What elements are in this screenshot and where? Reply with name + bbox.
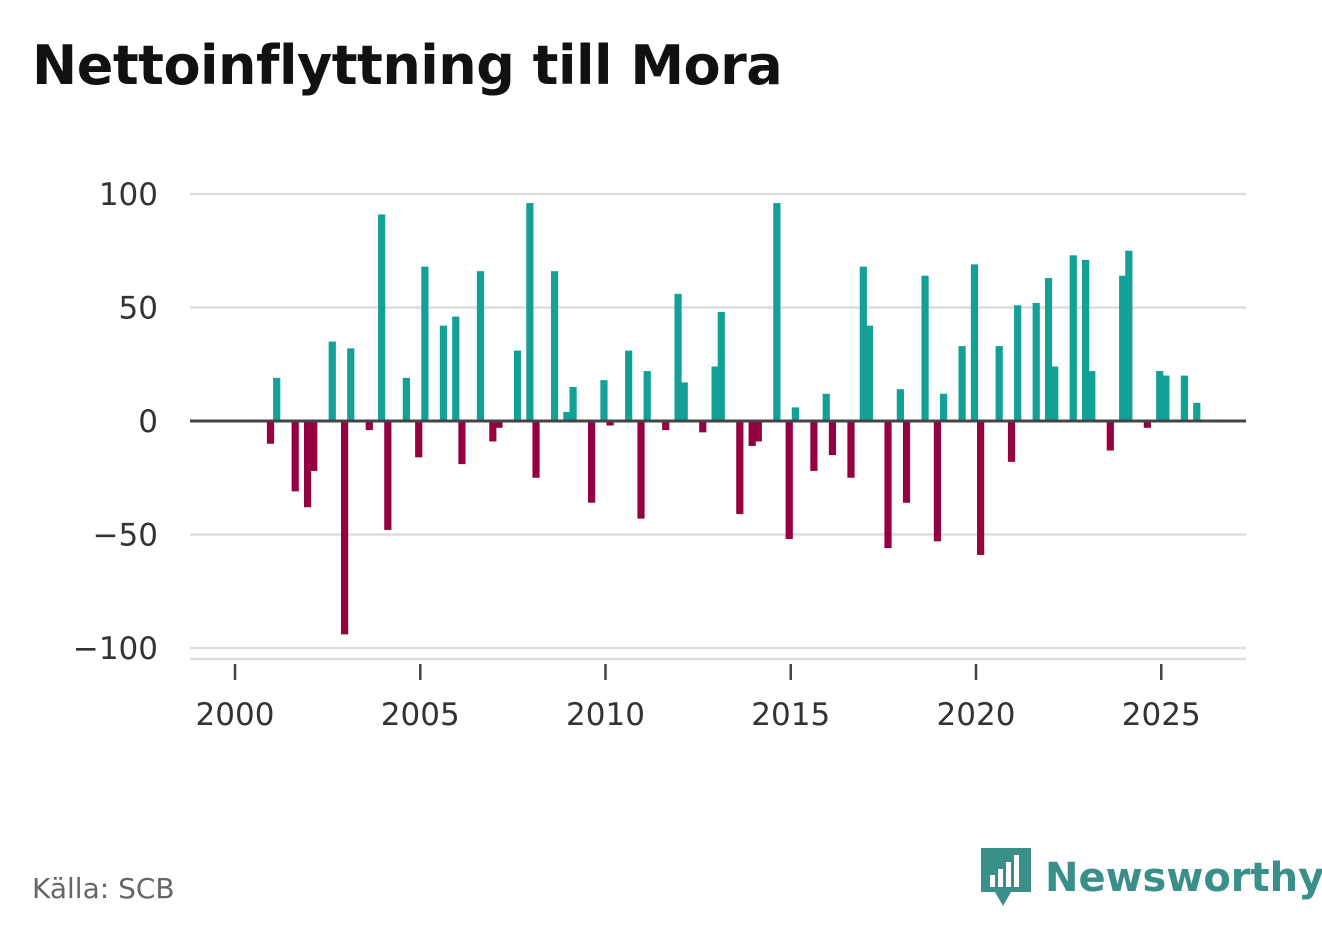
bar <box>452 316 460 421</box>
bar <box>822 393 830 421</box>
x-tick-label: 2010 <box>566 697 645 733</box>
gridlines <box>190 192 1246 650</box>
y-tick-label: 50 <box>119 291 158 327</box>
bar <box>550 271 559 421</box>
bar <box>1044 277 1053 421</box>
bar <box>643 371 651 421</box>
bar <box>421 266 429 421</box>
bar <box>958 346 966 421</box>
bar <box>717 312 725 421</box>
bar <box>1119 275 1127 421</box>
bar <box>365 421 373 431</box>
bar <box>291 421 299 492</box>
bar <box>902 421 911 503</box>
bar <box>699 421 707 433</box>
bar <box>606 421 614 426</box>
bar <box>489 421 497 442</box>
bar <box>347 348 355 421</box>
bar <box>1014 305 1022 421</box>
x-tick-label: 2020 <box>937 697 1016 733</box>
bar <box>1032 302 1040 421</box>
bar <box>310 421 318 471</box>
bar <box>939 393 948 421</box>
bar <box>884 421 892 549</box>
chart-title: Nettoinflyttning till Mora <box>32 34 783 97</box>
bar <box>977 421 985 555</box>
bar <box>1051 366 1059 421</box>
bar <box>600 380 608 421</box>
bar <box>736 421 744 515</box>
bar <box>532 421 540 478</box>
bar <box>458 421 466 465</box>
bar <box>711 366 719 421</box>
bar <box>341 421 349 635</box>
y-tick-label: 0 <box>138 404 158 440</box>
y-tick-label: −50 <box>93 518 158 554</box>
x-tick-label: 2000 <box>196 697 275 733</box>
bar <box>1088 371 1096 421</box>
bar <box>563 411 571 421</box>
bar <box>921 275 929 421</box>
bar <box>785 421 793 540</box>
bar <box>569 386 577 421</box>
y-tick-label: 100 <box>99 177 158 213</box>
bar <box>1162 375 1170 421</box>
bar <box>1082 259 1090 421</box>
bar <box>791 407 799 421</box>
bar <box>865 325 874 421</box>
bar <box>513 350 522 421</box>
x-axis: 2000 2005 2010 2015 2020 2025 <box>190 419 1246 733</box>
bar <box>859 266 867 421</box>
bar <box>1069 255 1077 421</box>
bar <box>810 421 818 471</box>
brand-logo: Newsworthy <box>981 848 1322 908</box>
bar <box>970 264 979 421</box>
bar <box>1180 375 1189 421</box>
bar <box>495 421 503 428</box>
bar <box>637 421 645 519</box>
bar <box>378 214 386 421</box>
bar <box>303 421 312 508</box>
bar <box>1143 421 1151 428</box>
x-tick-label: 2005 <box>381 697 460 733</box>
bar <box>439 325 448 421</box>
bars <box>266 203 1201 635</box>
source-note: Källa: SCB <box>32 872 175 905</box>
bar <box>896 389 904 421</box>
y-tick-label: −100 <box>73 631 158 667</box>
bar <box>773 203 781 421</box>
bar <box>1106 421 1114 451</box>
bar <box>1193 402 1201 421</box>
bar <box>384 421 392 530</box>
bar <box>662 421 670 431</box>
y-axis-labels: 100 50 0 −50 −100 <box>73 177 158 667</box>
bar-chart: 100 50 0 −50 −100 2000 2005 2010 2015 2020 2025 <box>73 177 1246 733</box>
bar <box>748 421 756 446</box>
bar <box>1007 421 1016 462</box>
bar <box>1156 371 1164 421</box>
bar <box>828 421 837 456</box>
bar <box>995 346 1003 421</box>
bar <box>328 341 336 421</box>
bar <box>273 377 281 421</box>
bar <box>588 421 596 503</box>
x-tick-label: 2015 <box>751 697 830 733</box>
bar <box>847 421 855 478</box>
bar <box>415 421 423 458</box>
bar <box>754 421 762 442</box>
bar <box>680 382 688 421</box>
x-tick-label: 2025 <box>1122 697 1201 733</box>
bar <box>933 421 942 542</box>
bar <box>526 203 534 421</box>
brand-name: Newsworthy <box>1045 855 1322 901</box>
bar <box>476 271 485 421</box>
bar <box>674 293 682 421</box>
bar <box>1125 250 1133 421</box>
bar <box>625 350 633 421</box>
bar <box>402 377 410 421</box>
bar <box>266 421 275 444</box>
newsworthy-logo-icon <box>981 848 1031 906</box>
